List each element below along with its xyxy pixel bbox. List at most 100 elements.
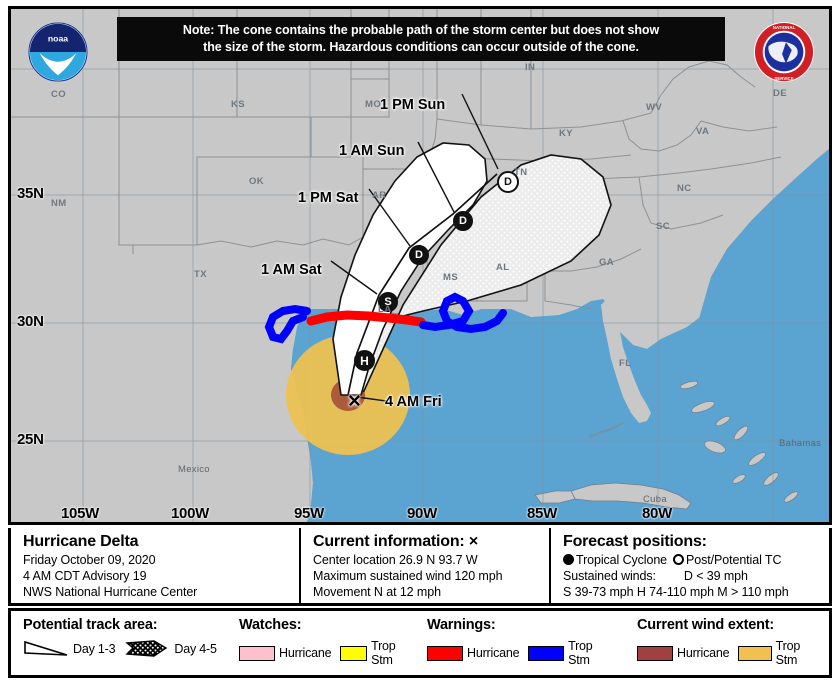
state-label-ky: KY: [559, 128, 573, 139]
state-label-ms: MS: [443, 272, 459, 283]
ts-warning-line-west: [264, 304, 311, 344]
state-label-in: IN: [525, 62, 536, 73]
warning-trop-stm-swatch: [528, 645, 565, 661]
forecast-map[interactable]: Note: The cone contains the probable pat…: [8, 6, 832, 525]
forecast-marker-s[interactable]: S: [378, 292, 398, 312]
lat-label-30n: 30N: [17, 313, 44, 330]
svg-text:noaa: noaa: [48, 33, 68, 43]
state-label-tn: TN: [514, 167, 528, 178]
legend-potential-track: Potential track area: Day 1-3: [11, 611, 227, 675]
legend-watch-trop-stm: Trop Stm: [340, 639, 407, 667]
watch-trop-stm-swatch: [340, 645, 368, 661]
forecast-positions-column: Forecast positions: Tropical Cyclone Pos…: [549, 528, 829, 603]
storm-agency: NWS National Hurricane Center: [23, 585, 198, 599]
storm-center-marker: ×: [348, 388, 361, 413]
note-line-1: Note: The cone contains the probable pat…: [182, 23, 660, 37]
storm-name: Hurricane Delta: [23, 533, 139, 550]
max-sustained-wind: Maximum sustained wind 120 mph: [313, 569, 503, 583]
forecast-positions-heading: Forecast positions:: [563, 533, 707, 550]
forecast-symbol-key: Tropical Cyclone Post/Potential TC: [563, 552, 819, 568]
center-location: Center location 26.9 N 93.7 W: [313, 553, 478, 567]
geo-label-mexico: Mexico: [178, 464, 210, 475]
storm-info-column: Hurricane Delta Friday October 09, 2020 …: [11, 528, 299, 603]
wind-trop-stm-label: Trop Stm: [775, 639, 801, 667]
forecast-marker-d-1pm-sun[interactable]: D: [497, 171, 519, 193]
nws-logo: NATIONAL SERVICE: [753, 21, 815, 83]
cone-day-1-3: [332, 142, 488, 396]
legend-warnings: Warnings: Hurricane Trop Stm: [415, 611, 625, 675]
state-label-ok: OK: [249, 176, 265, 187]
forecast-marker-d-1am-sun[interactable]: D: [453, 211, 473, 231]
forecast-marker-h[interactable]: H: [354, 350, 375, 371]
potential-track-heading: Potential track area:: [23, 617, 158, 633]
forecast-time-1pm-sat: 1 PM Sat: [298, 190, 359, 206]
state-label-nc: NC: [677, 183, 692, 194]
state-label-tx: TX: [194, 269, 207, 280]
warning-hurricane-swatch: [427, 645, 463, 661]
forecast-time-1am-sat: 1 AM Sat: [261, 262, 322, 278]
state-label-sc: SC: [656, 221, 670, 232]
forecast-time-1am-sun: 1 AM Sun: [339, 143, 405, 159]
note-line-2: the size of the storm. Hazardous conditi…: [203, 39, 639, 54]
legend-warning-hurricane: Hurricane: [427, 645, 520, 661]
state-label-ar: AR: [372, 190, 387, 201]
tropical-cyclone-label: Tropical Cyclone: [576, 553, 668, 567]
watches-heading: Watches:: [239, 617, 302, 633]
legend-day-4-5: Day 4-5: [124, 639, 217, 658]
sustained-winds-label: Sustained winds:: [563, 569, 656, 583]
forecast-marker-d-1pm-sat[interactable]: D: [409, 245, 429, 265]
sustained-winds-row: Sustained winds: D < 39 mph: [563, 568, 819, 584]
lon-label-105w: 105W: [61, 505, 99, 522]
storm-date: Friday October 09, 2020: [23, 553, 156, 567]
current-info-heading: Current information: ×: [313, 533, 539, 551]
watch-trop-stm-label: Trop Stm: [371, 639, 396, 667]
watch-hurricane-swatch: [239, 645, 275, 661]
noaa-logo: noaa: [27, 21, 89, 83]
day-4-5-label: Day 4-5: [174, 641, 217, 656]
state-label-al: AL: [496, 262, 510, 273]
wind-hurricane-label: Hurricane: [677, 646, 730, 660]
lon-label-100w: 100W: [171, 505, 209, 522]
forecast-time-1pm-sun: 1 PM Sun: [380, 97, 446, 113]
x-icon: ×: [468, 533, 478, 550]
state-label-wv: WV: [646, 102, 663, 113]
current-information-column: Current information: × Center location 2…: [299, 528, 549, 603]
state-label-va: VA: [696, 126, 710, 137]
lon-label-95w: 95W: [294, 505, 324, 522]
legend-watches: Watches: Hurricane Trop Stm: [227, 611, 415, 675]
lon-label-80w: 80W: [642, 505, 672, 522]
legend-panel: Potential track area: Day 1-3: [8, 608, 832, 678]
state-label-de: DE: [773, 88, 787, 99]
info-panel: Hurricane Delta Friday October 09, 2020 …: [8, 528, 832, 606]
wind-hurricane-swatch: [637, 645, 673, 661]
legend-warning-trop-stm: Trop Stm: [528, 639, 617, 667]
warning-hurricane-label: Hurricane: [467, 646, 520, 660]
svg-text:NATIONAL: NATIONAL: [773, 25, 796, 30]
lat-label-35n: 35N: [17, 185, 44, 202]
legend-wind-extent: Current wind extent: Hurricane Trop Stm: [625, 611, 829, 675]
legend-watch-hurricane: Hurricane: [239, 645, 332, 661]
post-potential-key: Post/Potential TC: [673, 552, 781, 568]
warnings-heading: Warnings:: [427, 617, 496, 633]
state-label-ks: KS: [231, 99, 245, 110]
label-leader-lines: [330, 93, 499, 402]
filled-circle-icon: [563, 554, 574, 565]
ts-warning-line-east: [419, 292, 507, 334]
state-label-fl: FL: [619, 358, 632, 369]
lat-label-25n: 25N: [17, 431, 44, 448]
legend-wind-trop-stm: Trop Stm: [738, 639, 821, 667]
post-potential-label: Post/Potential TC: [686, 553, 782, 567]
day-1-3-label: Day 1-3: [73, 641, 116, 656]
lon-label-85w: 85W: [527, 505, 557, 522]
legend-wind-hurricane: Hurricane: [637, 645, 730, 661]
state-label-mo: MO: [365, 99, 382, 110]
cone-day45-icon: [125, 640, 168, 657]
current-time-4am-fri: 4 AM Fri: [385, 394, 442, 410]
state-label-ga: GA: [599, 257, 615, 268]
hurricane-warning-line: [306, 310, 426, 327]
wind-extent-heading: Current wind extent:: [637, 617, 774, 633]
lon-label-90w: 90W: [407, 505, 437, 522]
map-graphic: [11, 9, 829, 522]
storm-advisory: 4 AM CDT Advisory 19: [23, 569, 147, 583]
